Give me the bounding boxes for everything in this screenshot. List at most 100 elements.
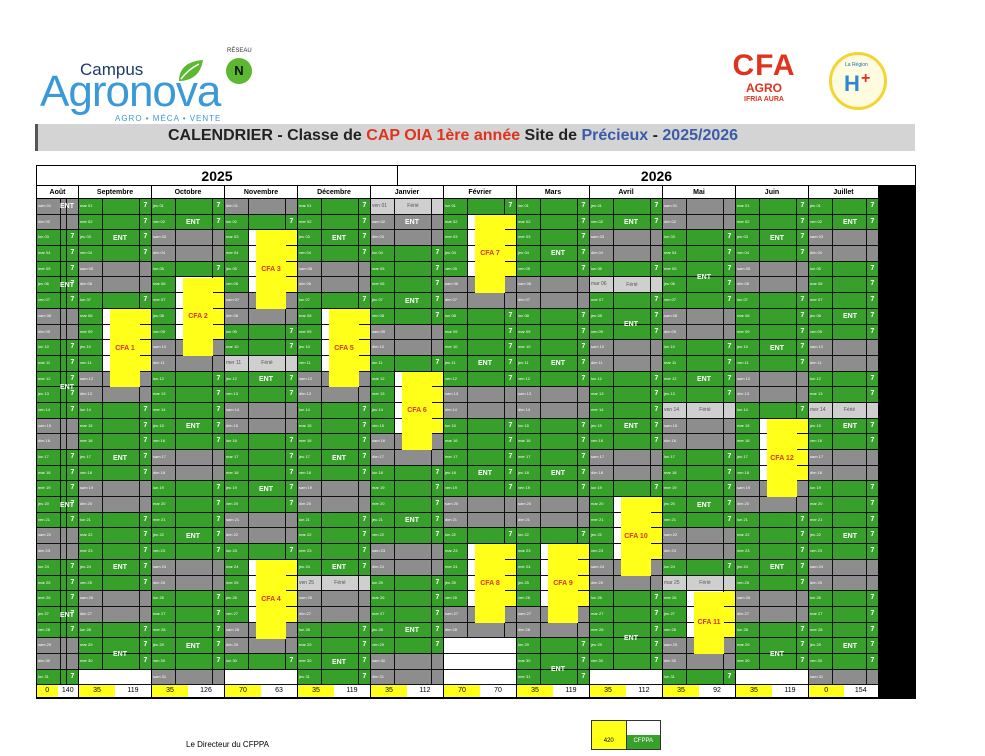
day-slot [395,465,431,481]
day-label: dim 02 [37,214,61,230]
day-slot [833,497,866,512]
day-cell: dim 11 [152,355,224,372]
month-column: sam 01 dim 02 lun 03 7 mar 04 7 mer 05 7 jeu 06 7… [663,199,736,686]
day-hours: 7 [139,575,151,591]
day-slot [103,246,139,261]
day-label: mar 03 [225,230,249,246]
day-cell: mar 29 7 [736,638,808,654]
day-hours: 7 [650,418,662,434]
day-slot [541,277,577,293]
day-slot [760,575,796,591]
day-cell: jeu 10 7 [736,340,808,356]
enterprise-period-label: ENT [843,423,857,431]
day-hours [796,434,808,449]
day-hours [285,606,297,622]
day-cell: sam 19 [79,481,151,498]
day-label: mer 04 [225,246,249,261]
cfa-hours-total: 70 [225,685,261,698]
day-slot [61,465,66,481]
day-hours: 7 [431,591,443,606]
day-cell: jeu 18 7 [444,465,516,482]
day-cell: lun 12 7 [590,371,662,388]
day-label: mer 21 [590,512,614,528]
day-cell: jeu 15 7 [152,418,224,435]
day-cell: lun 21 7 [298,512,370,529]
day-slot [176,544,212,559]
day-slot [833,371,866,387]
day-slot [687,465,723,481]
day-hours: 7 [504,465,516,481]
day-slot [687,653,723,669]
day-slot [103,230,139,246]
day-hours: 7 [66,481,78,497]
day-slot [395,324,431,340]
day-slot [61,606,66,622]
day-label: jeu 22 [809,528,833,544]
day-slot [395,246,431,261]
day-label: sam 20 [517,497,541,512]
cfa-period-label: CFA 3 [256,230,286,309]
day-cell: mer 21 7 [809,512,878,529]
day-cell: sam 10 [590,340,662,356]
day-hours: 7 [358,669,370,685]
day-hours [212,308,224,324]
day-hours [577,277,589,293]
day-label: jeu 07 [371,293,395,308]
day-label: mer 16 [79,434,103,449]
day-label: sam 01 [37,199,61,214]
day-cell: sam 03 [809,230,878,247]
day-hours: 7 [866,277,878,293]
day-cell: mer 14 7 [152,402,224,419]
day-cell: ven 25 7 [79,575,151,592]
day-slot [395,497,431,512]
day-hours [358,575,370,591]
day-cell: mar 08 7 [736,308,808,325]
day-hours [796,606,808,622]
day-slot [61,246,66,261]
day-label: dim 14 [517,402,541,418]
day-slot [541,293,577,308]
day-cell: mer 16 7 [298,434,370,450]
month-total: 35 119 [79,685,152,699]
day-cell: mer 30 7 [79,653,151,670]
day-label: dim 16 [663,434,687,449]
day-cell: jeu 01 7 [809,199,878,215]
day-hours: 7 [866,371,878,387]
day-hours [723,544,735,559]
day-hours: 7 [504,308,516,324]
day-cell: dim 14 [517,402,589,419]
day-slot [395,308,431,324]
day-label: mer 23 [736,544,760,559]
day-hours: 7 [431,293,443,308]
day-hours: 7 [212,638,224,653]
day-cell: dim 04 [152,246,224,262]
day-label: ven 26 [517,591,541,606]
day-slot [760,512,796,528]
day-slot [541,465,577,481]
day-slot [614,450,650,465]
day-cell: jeu 06 7 [37,277,78,294]
day-cell: lun 04 7 [371,246,443,262]
month-header: Août [37,186,79,199]
day-cell: jeu 17 7 [298,450,370,466]
day-label: jeu 25 [444,575,468,591]
day-slot [541,261,577,277]
day-slot [176,434,212,449]
day-cell: dim 18 [152,465,224,482]
day-label: sam 14 [225,402,249,418]
day-label: lun 25 [371,575,395,591]
day-slot [322,528,358,544]
day-cell: dim 16 [663,434,735,450]
day-hours: 7 [577,465,589,481]
day-slot [760,230,796,246]
day-slot [395,559,431,575]
day-label: mer 30 [736,653,760,669]
day-slot [614,214,650,230]
day-cell: jeu 01 7 [152,199,224,215]
day-cell: sam 22 [37,528,78,545]
day-cell: mer 28 7 [590,622,662,639]
day-hours: 7 [577,324,589,340]
day-slot [541,481,577,497]
day-slot [176,418,212,434]
cfa-hours-total: 70 [444,685,480,698]
